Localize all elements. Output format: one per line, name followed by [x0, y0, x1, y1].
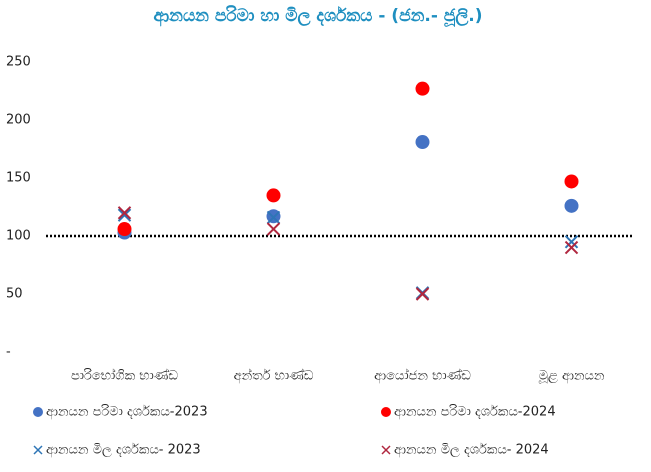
- legend-marker: [381, 407, 391, 417]
- legend-label: ආනයන මිල දර්ශකය- 2023: [46, 442, 201, 458]
- x-tick-label: මූළ ආනයන: [538, 369, 605, 384]
- y-tick-label: 150: [6, 171, 31, 186]
- x-tick-label: අන්තර් භාණ්ඩ: [234, 367, 314, 383]
- point: [117, 208, 132, 222]
- legend-label: ආනයන පරිමා දර්ශකය-2024: [394, 404, 556, 420]
- point: [564, 174, 579, 189]
- point: [415, 135, 430, 150]
- x-tick-label: ආයෝජන භාණ්ඩ: [374, 367, 471, 383]
- y-tick-label: 100: [6, 229, 31, 244]
- point: [266, 222, 281, 236]
- point: [564, 235, 579, 249]
- point: [117, 206, 132, 220]
- x-tick-label: පාරිභෝගික භාණ්ඩ: [71, 367, 178, 383]
- y-tick-label: 250: [6, 55, 31, 70]
- point: [564, 198, 579, 213]
- point: [415, 81, 430, 96]
- chart-title: ආනයන පරිමා හා මිල දර්ශකය - (ජන.- ජූලි.): [153, 5, 482, 27]
- y-tick-label: 50: [6, 287, 23, 302]
- point: [564, 240, 579, 255]
- point: [117, 222, 132, 237]
- point: [266, 210, 281, 225]
- y-tick-label: -: [6, 345, 11, 360]
- legend-marker: [33, 407, 43, 417]
- legend-label: ආනයන මිල දර්ශකය- 2024: [394, 442, 549, 458]
- legend-marker: [381, 445, 391, 455]
- point: [415, 287, 430, 301]
- y-tick-label: 200: [6, 113, 31, 128]
- legend-label: ආනයන පරිමා දර්ශකය-2023: [46, 404, 208, 420]
- point: [266, 188, 281, 203]
- legend-marker: [33, 445, 43, 455]
